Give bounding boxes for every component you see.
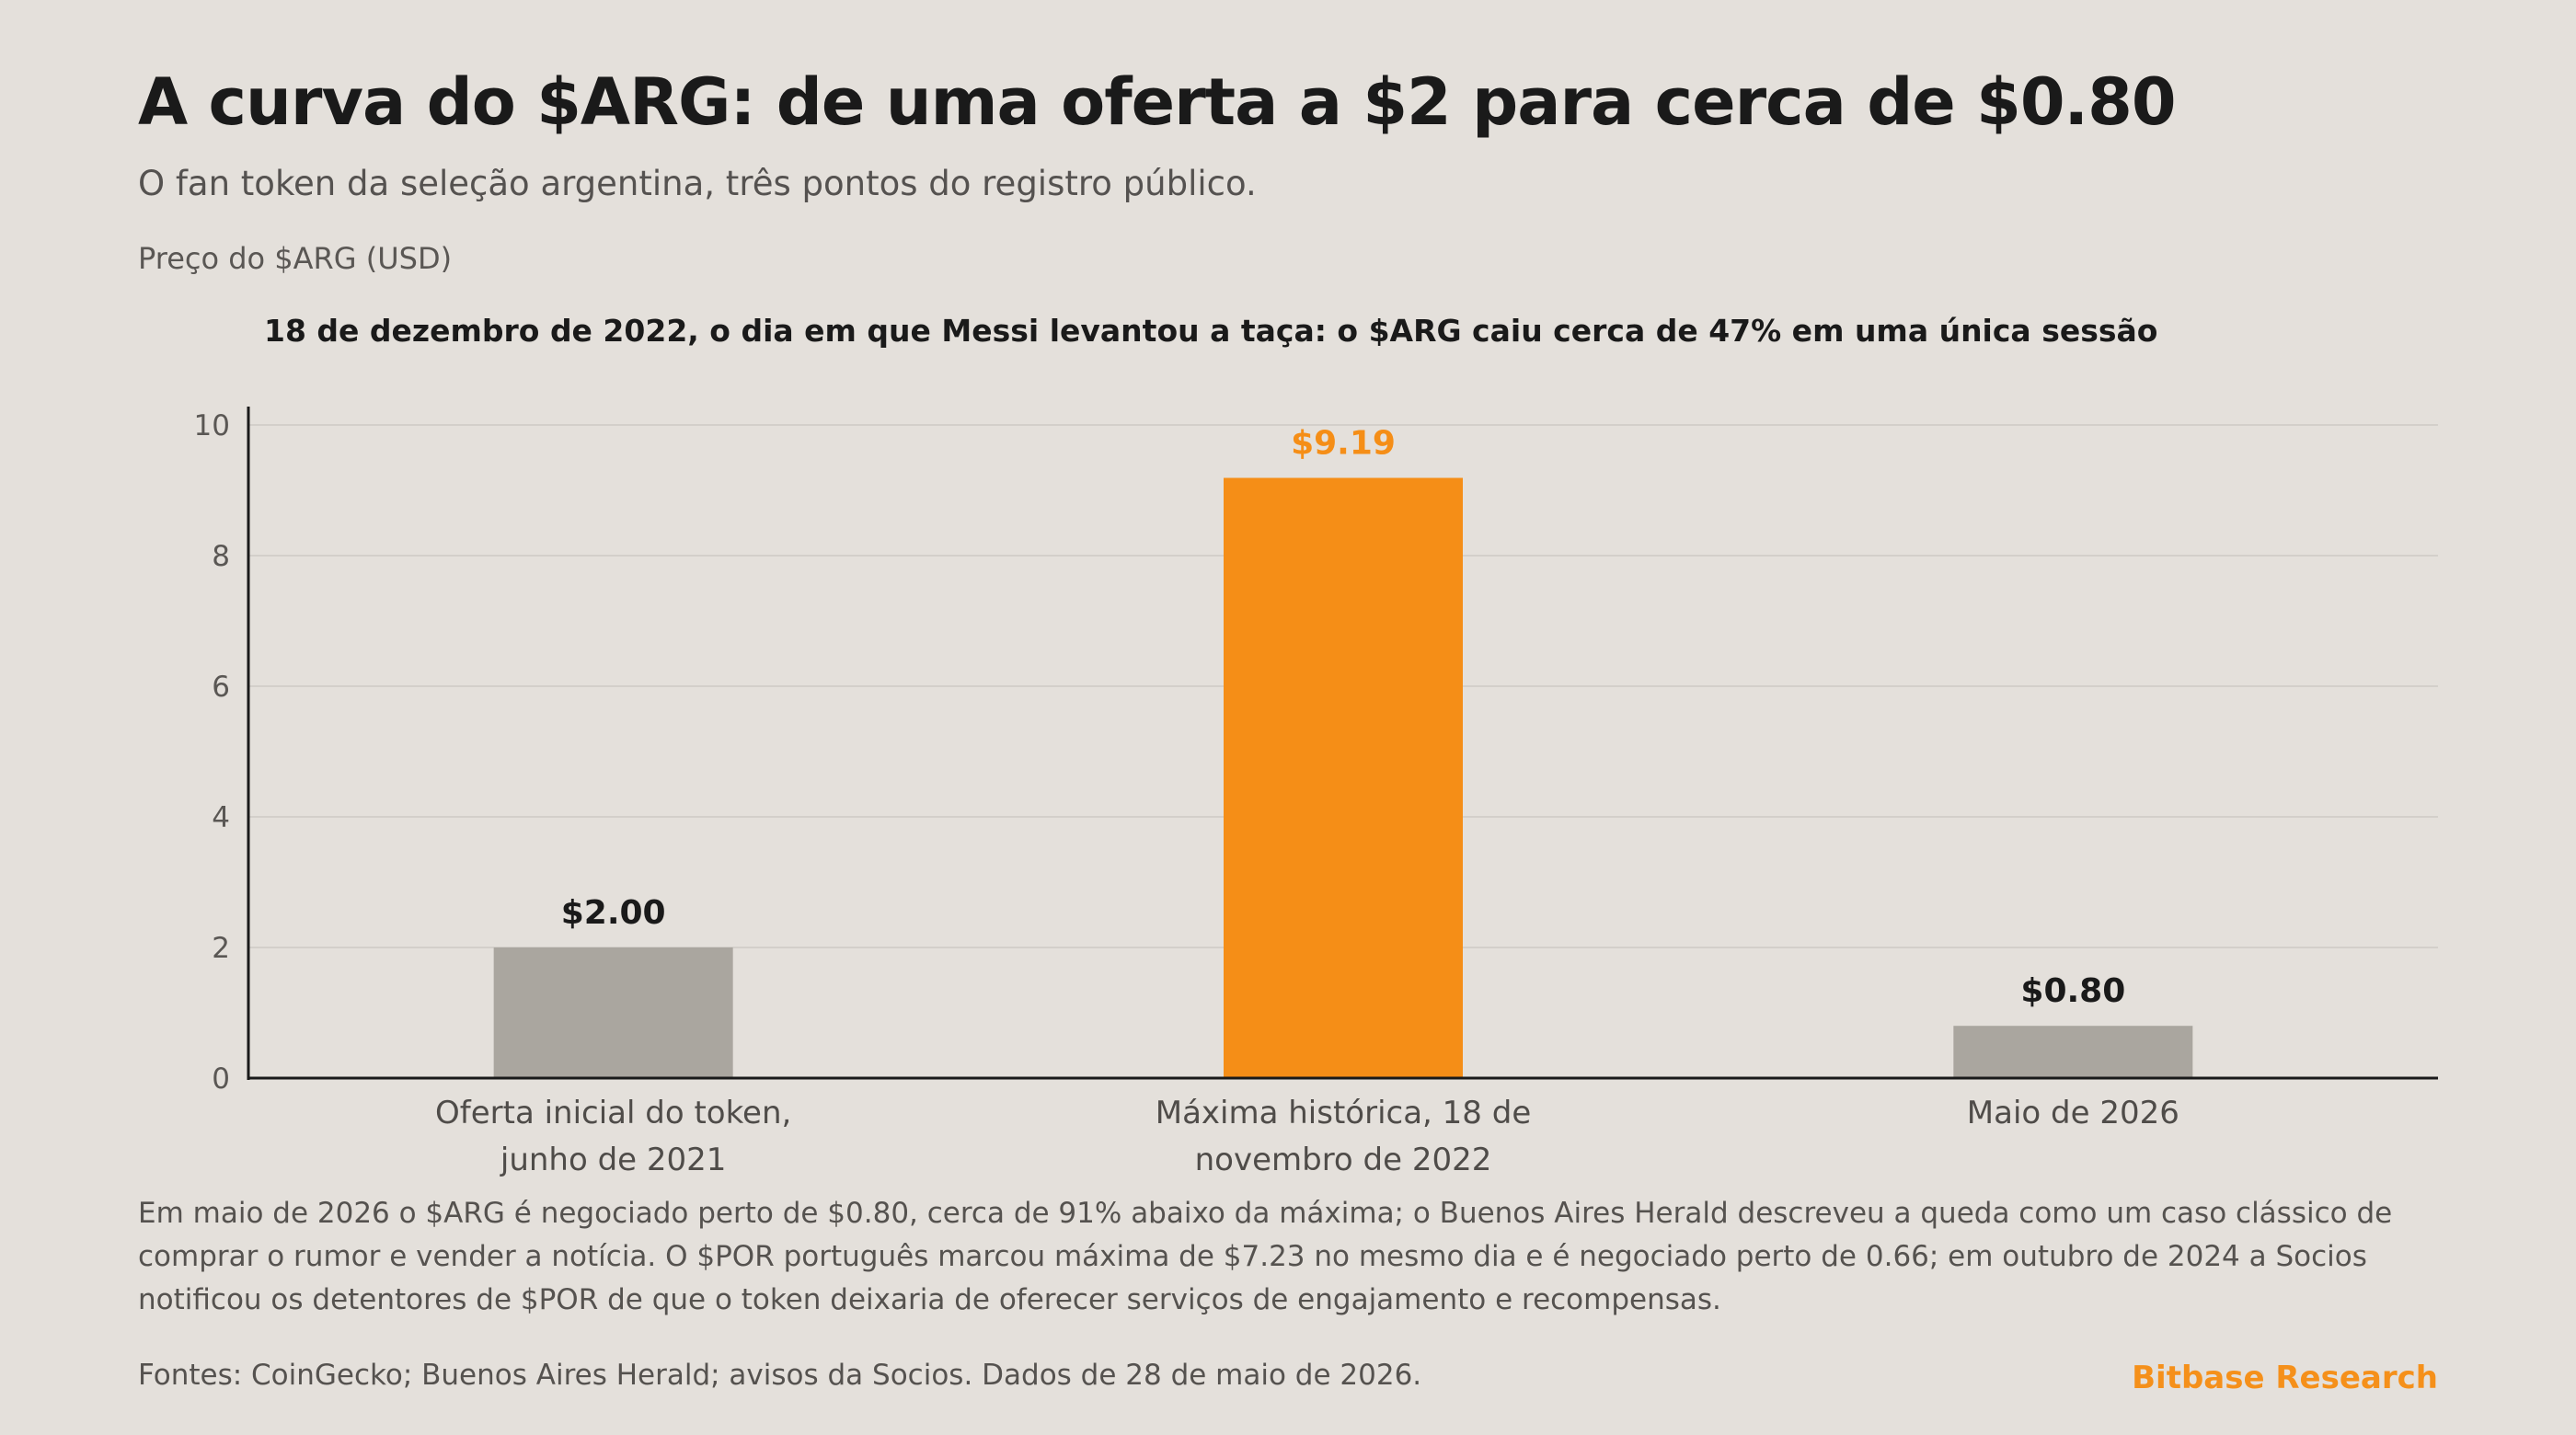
bar-value-label: $2.00 bbox=[561, 894, 666, 932]
axes bbox=[247, 407, 2438, 1080]
bar bbox=[493, 947, 733, 1078]
chart-subtitle: O fan token da seleção argentina, três p… bbox=[138, 164, 1257, 203]
y-tick-label: 0 bbox=[212, 1062, 230, 1096]
x-tick-label: Máxima histórica, 18 de bbox=[1156, 1095, 1531, 1131]
y-tick-label: 8 bbox=[212, 540, 230, 573]
x-tick-label: Maio de 2026 bbox=[1967, 1095, 2179, 1131]
y-tick-label: 2 bbox=[212, 932, 230, 965]
sources-note: Fontes: CoinGecko; Buenos Aires Herald; … bbox=[138, 1359, 1422, 1392]
labels: 0 2 4 6 8 10 $2.00 Oferta inicial do token, junh… bbox=[194, 409, 2179, 1178]
chart-annotation: 18 de dezembro de 2022, o dia em que Mes… bbox=[264, 313, 2158, 349]
y-tick-label: 10 bbox=[194, 409, 230, 442]
y-axis-units-label: Preço do $ARG (USD) bbox=[138, 241, 453, 276]
x-tick-label: junho de 2021 bbox=[500, 1142, 727, 1178]
chart-footnote: Em maio de 2026 o $ARG é negociado perto… bbox=[138, 1197, 2393, 1316]
bar-value-label: $0.80 bbox=[2020, 972, 2125, 1010]
chart-title: A curva do $ARG: de uma oferta a $2 para… bbox=[138, 64, 2177, 140]
brand-logo-text: Bitbase Research bbox=[2132, 1360, 2438, 1396]
y-tick-label: 4 bbox=[212, 801, 230, 834]
bars bbox=[493, 477, 2193, 1078]
bar-value-label: $9.19 bbox=[1291, 425, 1396, 463]
bar-chart: 0 2 4 6 8 10 $2.00 Oferta inicial do token, junh… bbox=[194, 407, 2438, 1178]
bar bbox=[1953, 1026, 2193, 1078]
y-tick-label: 6 bbox=[212, 671, 230, 704]
bar bbox=[1224, 477, 1463, 1078]
x-tick-label: novembro de 2022 bbox=[1195, 1142, 1492, 1178]
x-tick-label: Oferta inicial do token, bbox=[435, 1095, 791, 1131]
